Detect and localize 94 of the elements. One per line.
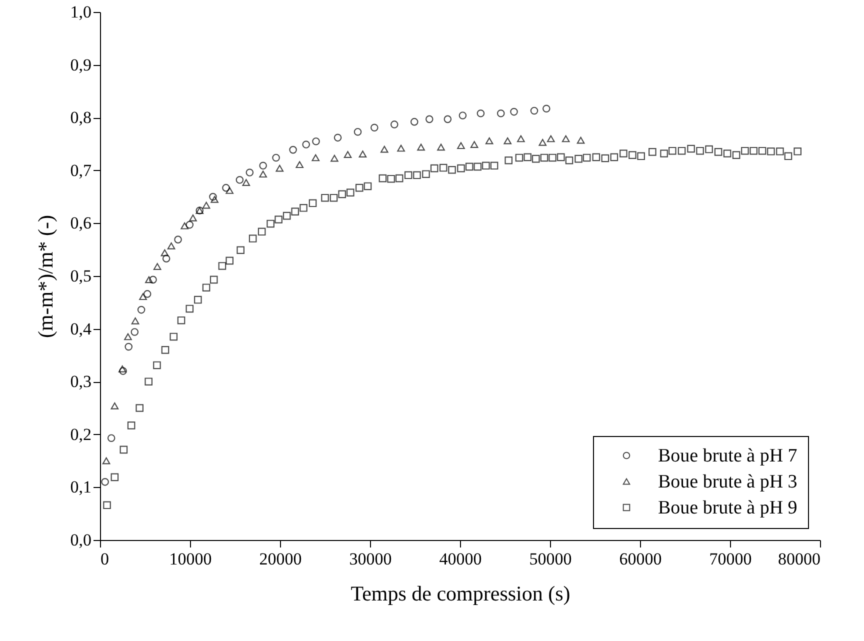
point (110, 402, 119, 410)
point (124, 342, 133, 351)
y-tick-label: 0,4 (70, 319, 92, 338)
point (259, 170, 267, 178)
point (542, 104, 550, 113)
y-tick-label: 0,5 (70, 266, 92, 286)
point (101, 478, 109, 486)
point (167, 242, 176, 250)
y-tick-label: 0,0 (70, 530, 92, 550)
point (289, 146, 297, 154)
point (226, 187, 234, 194)
point (139, 293, 147, 300)
legend-label: Boue brute à pH 3 (658, 472, 798, 492)
y-tick-label: 0,9 (70, 55, 92, 74)
point (296, 161, 304, 168)
point (458, 112, 467, 120)
legend-label: Boue brute à pH 7 (658, 446, 798, 466)
legend-label: Boue brute à pH 9 (658, 498, 798, 518)
point (153, 263, 162, 270)
y-tick-label: 0,2 (70, 424, 92, 444)
point (425, 115, 434, 124)
point (546, 135, 555, 142)
point (189, 214, 197, 222)
point (538, 138, 547, 146)
point (312, 154, 320, 162)
y-axis-title: (m-m*)/m* (-) (33, 214, 58, 338)
point (334, 134, 342, 142)
point (174, 236, 182, 244)
point (380, 146, 388, 153)
point (102, 457, 110, 464)
y-tick-label: 0,7 (70, 160, 92, 180)
y-tick-label: 0,3 (70, 372, 92, 392)
point (390, 120, 398, 128)
point (354, 128, 362, 136)
point (272, 154, 280, 162)
point (476, 109, 485, 118)
point (312, 137, 320, 146)
x-axis-title: Temps de compression (s) (350, 582, 570, 606)
point (259, 162, 267, 170)
point (246, 168, 254, 176)
y-tick-label: 0,6 (70, 214, 92, 233)
point (162, 254, 170, 262)
point (160, 249, 169, 256)
point (276, 164, 284, 172)
point (131, 317, 140, 324)
x-tick-label: 40000 (439, 550, 482, 568)
y-tick-label: 0,8 (70, 108, 92, 128)
x-tick-label: 10000 (169, 550, 212, 568)
point (562, 135, 570, 142)
point (137, 306, 146, 314)
point (202, 202, 210, 209)
point (485, 137, 494, 144)
point (576, 136, 585, 144)
point (180, 222, 189, 230)
point (504, 137, 512, 144)
point (209, 192, 217, 201)
point (330, 154, 338, 162)
point (517, 135, 525, 142)
point (530, 106, 538, 115)
point (145, 276, 153, 284)
point (397, 144, 405, 152)
point (344, 151, 352, 158)
point (510, 108, 518, 116)
point (358, 150, 367, 158)
point (437, 144, 445, 151)
point (130, 328, 139, 336)
point (457, 142, 465, 150)
x-tick-label: 30000 (349, 550, 392, 568)
point (370, 124, 378, 132)
point (149, 276, 157, 284)
point (186, 220, 194, 229)
point (210, 196, 218, 203)
y-tick-label: 1,0 (70, 2, 92, 22)
point (444, 115, 452, 124)
x-tick-label: 80000 (778, 550, 820, 568)
point (124, 333, 132, 340)
point (470, 141, 478, 148)
y-tick-label: 0,1 (70, 478, 92, 497)
x-tick-label: 50000 (529, 550, 572, 568)
point (302, 140, 310, 148)
point (496, 109, 505, 118)
point (242, 179, 250, 186)
point (119, 367, 127, 375)
point (222, 184, 230, 192)
x-tick-label: 60000 (619, 550, 662, 568)
x-tick-label: 20000 (259, 550, 302, 568)
point (107, 434, 116, 442)
x-tick-label: 0 (100, 550, 109, 568)
point (410, 118, 418, 126)
point (236, 176, 244, 184)
point (417, 144, 425, 151)
point (143, 290, 152, 298)
point (118, 365, 126, 372)
x-tick-label: 70000 (709, 550, 752, 568)
